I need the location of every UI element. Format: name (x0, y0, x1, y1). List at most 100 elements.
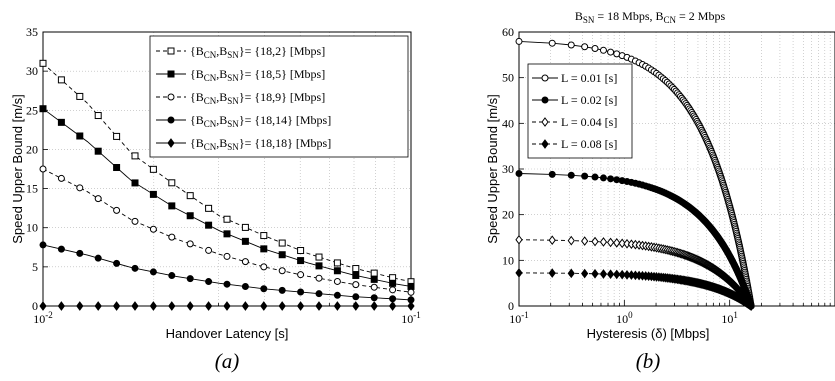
series-a-point (388, 301, 397, 311)
series-a-point (57, 301, 66, 311)
series-b-point (548, 268, 556, 278)
chart-b-title: BSN = 18 Mbps, BCN = 2 Mbps (575, 9, 726, 25)
series-a-point (113, 132, 121, 140)
chart-a-panel-label: (a) (215, 349, 240, 373)
series-a-point (131, 152, 139, 160)
series-a-point (186, 275, 194, 283)
series-a-point (352, 293, 360, 301)
tick-b-y-label: 20 (502, 208, 514, 222)
series-a-point (260, 285, 268, 293)
chart-b-legend: L = 0.01 [s] L = 0.02 [s] L = 0.04 [s] L = … (527, 63, 633, 159)
series-a-point (39, 165, 47, 173)
series-b-1 (515, 37, 755, 310)
series-b-point (606, 237, 615, 248)
series-a-point (168, 202, 176, 210)
series-b-point (599, 46, 607, 54)
series-a-point (352, 281, 360, 289)
series-a-point (39, 301, 47, 311)
chart-b: BSN = 18 Mbps, BCN = 2 Mbps 10-1 100 10101… (485, 9, 835, 373)
tick-a-x-label: 10-2 (33, 310, 53, 326)
chart-b-series (515, 37, 755, 311)
series-a-5 (39, 301, 415, 311)
series-a-point (297, 271, 305, 279)
legend-a-label: {BCN,BSN}= {18,5} [Mbps] (190, 67, 325, 83)
series-b-point (607, 48, 615, 56)
legend-a-box (149, 35, 409, 158)
series-a-point (370, 294, 378, 302)
series-a-point (389, 279, 397, 287)
series-a-point (223, 252, 231, 260)
series-a-point (278, 286, 286, 294)
series-a-point (112, 301, 121, 311)
series-a-point (315, 301, 323, 311)
series-a-point (113, 206, 121, 214)
series-a-point (333, 301, 342, 311)
legend-a-label: {BCN,BSN}= {18,2} [Mbps] (190, 44, 325, 60)
series-b-point (599, 269, 608, 279)
legend-b-swatch-marker (541, 74, 549, 82)
series-b-point (591, 173, 599, 181)
series-b-point (515, 37, 523, 45)
series-a-point (370, 283, 378, 291)
legend-a-swatch-marker (167, 116, 175, 124)
chart-a-series (39, 59, 415, 311)
tick-a-y-label: 20 (26, 142, 38, 156)
series-a-point (204, 301, 213, 311)
series-a-point (333, 259, 341, 267)
tick-b-x-label: 100 (616, 310, 633, 326)
series-b-point (591, 236, 599, 247)
tick-a-y-label: 15 (26, 182, 38, 196)
tick-a-x-label: 10-1 (401, 310, 421, 326)
series-a-point (131, 301, 139, 311)
tick-a-y-label: 10 (26, 221, 38, 235)
series-b-point (591, 268, 599, 279)
legend-a-label: {BCN,BSN}= {18,18} [Mbps] (190, 136, 331, 152)
series-a-point (278, 301, 286, 311)
series-b-point (607, 175, 615, 183)
legend-a-swatch-marker (167, 70, 175, 78)
series-a-point (57, 245, 65, 253)
series-b-point (599, 174, 607, 182)
chart-a-legend: {BCN,BSN}= {18,2} [Mbps] {BCN,BSN}= {18,5… (149, 35, 409, 158)
series-a-point (389, 286, 397, 294)
legend-a-swatch-marker (167, 47, 175, 55)
series-b-point (591, 45, 599, 53)
series-a-point (186, 301, 194, 311)
series-a-point (205, 221, 213, 229)
series-b-point (567, 235, 575, 246)
series-b-point (567, 41, 575, 49)
series-a-point (260, 232, 268, 240)
series-a-point (76, 249, 84, 257)
tick-a-y-label: 35 (26, 25, 38, 39)
series-a-point (168, 179, 176, 187)
tick-b-y-label: 30 (502, 162, 514, 176)
series-a-point (315, 290, 323, 298)
tick-b-y-label: 60 (502, 25, 514, 39)
series-a-point (315, 253, 323, 261)
series-a-point (389, 274, 397, 282)
series-a-point (149, 165, 157, 173)
series-a-point (94, 301, 102, 311)
series-a-point (333, 277, 341, 285)
chart-b-xlabel: Hysteresis (δ) [Mbps] (587, 326, 710, 341)
legend-b-label: L = 0.02 [s] (561, 93, 617, 107)
series-a-point (223, 301, 231, 311)
series-a-point (407, 301, 415, 311)
series-b-point (747, 301, 755, 311)
series-a-point (113, 259, 121, 267)
series-b-point (581, 43, 589, 51)
series-a-point (149, 225, 157, 233)
series-a-point (352, 271, 360, 279)
series-b-point (548, 235, 556, 246)
series-a-point (149, 190, 157, 198)
series-a-point (205, 204, 213, 212)
legend-b-label: L = 0.04 [s] (561, 115, 617, 129)
series-a-3 (39, 165, 415, 296)
series-b-point (515, 234, 523, 245)
chart-a: 0 5 10 15 20 25 30 35 10-2 10-1 {BCN,BSN}= {18,2}… (10, 25, 421, 373)
series-a-point (113, 164, 121, 172)
series-a-point (333, 267, 341, 275)
series-a-2 (39, 105, 415, 290)
